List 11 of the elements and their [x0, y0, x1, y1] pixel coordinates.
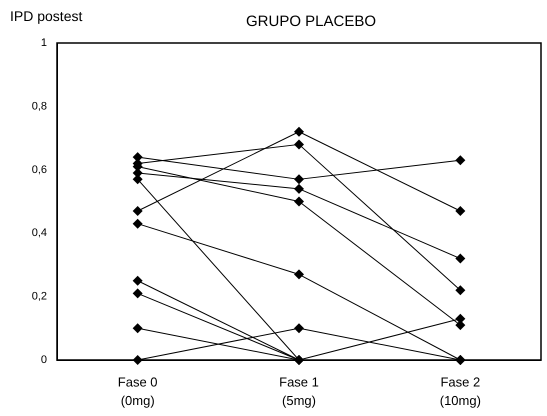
y-tick-label: 0,4: [32, 227, 47, 240]
chart-title: GRUPO PLACEBO: [246, 13, 376, 30]
x-tick-label: Fase 0 (0mg): [118, 374, 158, 408]
y-tick-label: 0,2: [32, 290, 47, 303]
y-tick-label: 0: [40, 354, 47, 366]
y-tick-label: 1: [40, 37, 47, 50]
y-axis-title: IPD postest: [10, 8, 82, 24]
x-tick-label: Fase 2 (10mg): [440, 374, 481, 408]
x-tick-label: Fase 1 (5mg): [279, 374, 319, 408]
y-tick-label: 0,6: [32, 164, 47, 176]
y-tick-label: 0,8: [32, 100, 47, 112]
